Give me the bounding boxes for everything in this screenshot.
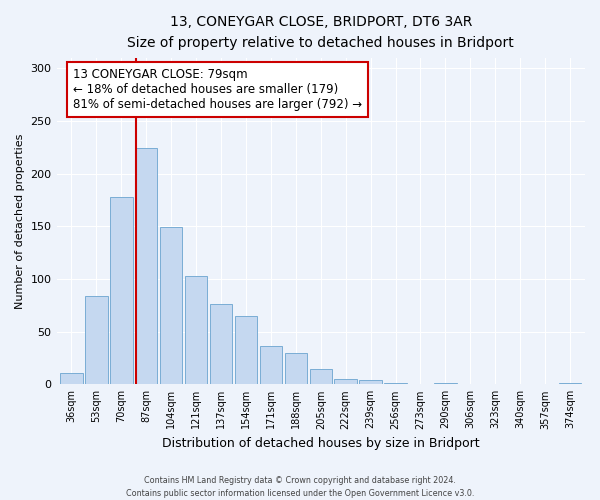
Bar bbox=[185, 276, 208, 384]
Bar bbox=[210, 304, 232, 384]
Bar bbox=[60, 372, 83, 384]
Bar bbox=[235, 316, 257, 384]
Y-axis label: Number of detached properties: Number of detached properties bbox=[15, 134, 25, 308]
Title: 13, CONEYGAR CLOSE, BRIDPORT, DT6 3AR
Size of property relative to detached hous: 13, CONEYGAR CLOSE, BRIDPORT, DT6 3AR Si… bbox=[127, 15, 514, 50]
Bar bbox=[260, 346, 282, 385]
Text: Contains HM Land Registry data © Crown copyright and database right 2024.
Contai: Contains HM Land Registry data © Crown c… bbox=[126, 476, 474, 498]
Bar bbox=[135, 148, 157, 384]
Bar bbox=[334, 379, 357, 384]
Bar bbox=[284, 352, 307, 384]
Bar bbox=[359, 380, 382, 384]
X-axis label: Distribution of detached houses by size in Bridport: Distribution of detached houses by size … bbox=[162, 437, 479, 450]
Bar bbox=[85, 296, 107, 384]
Bar bbox=[110, 197, 133, 384]
Bar bbox=[310, 368, 332, 384]
Bar bbox=[160, 228, 182, 384]
Text: 13 CONEYGAR CLOSE: 79sqm
← 18% of detached houses are smaller (179)
81% of semi-: 13 CONEYGAR CLOSE: 79sqm ← 18% of detach… bbox=[73, 68, 362, 111]
